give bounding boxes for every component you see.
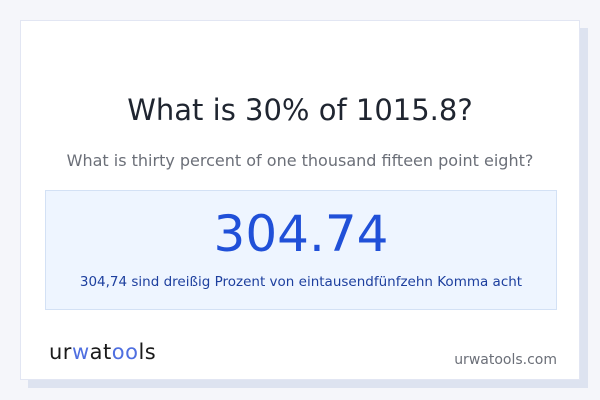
urwatools-logo: urwatools — [49, 340, 157, 364]
site-url: urwatools.com — [454, 352, 557, 368]
result-card: What is 30% of 1015.8? What is thirty pe… — [20, 20, 580, 380]
result-value: 304.74 — [213, 205, 389, 263]
page-title: What is 30% of 1015.8? — [127, 93, 473, 127]
page-subtitle: What is thirty percent of one thousand f… — [66, 151, 534, 170]
result-box: 304.74 304,74 sind dreißig Prozent von e… — [45, 190, 557, 310]
result-words: 304,74 sind dreißig Prozent von eintause… — [79, 274, 523, 290]
